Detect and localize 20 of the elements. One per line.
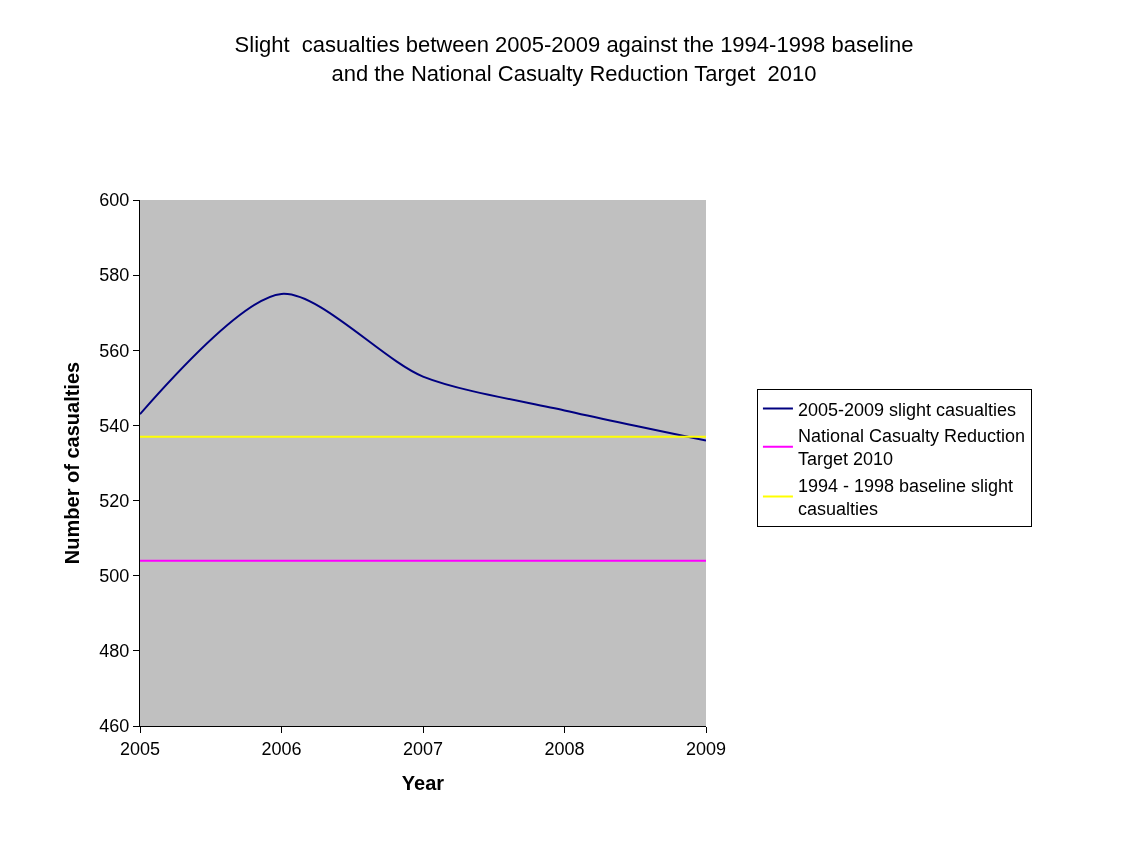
- x-tick-label: 2007: [402, 738, 444, 759]
- y-tick-label: 480: [99, 641, 130, 662]
- y-tick-label: 460: [99, 716, 130, 737]
- x-tick-label: 2006: [261, 738, 302, 759]
- chart-title: Slight casualties between 2005-2009 against the 1994-1998 baseline and the National Casualty Reduction Target 2010: [234, 32, 914, 86]
- y-tick-label: 600: [99, 190, 130, 211]
- y-tick-label: 560: [99, 340, 130, 361]
- line-series: [140, 292, 706, 442]
- y-tick-label: 580: [99, 265, 130, 286]
- y-tick-label: 520: [99, 490, 130, 511]
- legend-label: National Casualty Reduction Target 2010: [797, 425, 1026, 470]
- y-axis-title: Number of casualties: [60, 361, 83, 565]
- x-tick-label: 2005: [119, 738, 161, 759]
- legend-label: 1994 - 1998 baseline slight casualties: [797, 475, 1014, 520]
- y-tick-label: 500: [99, 566, 130, 587]
- y-tick-label: 540: [99, 415, 130, 436]
- x-tick-label: 2009: [685, 738, 727, 759]
- legend-label: 2005-2009 slight casualties: [797, 399, 1017, 420]
- x-axis-title: Year: [401, 772, 445, 795]
- x-tick-label: 2008: [544, 738, 585, 759]
